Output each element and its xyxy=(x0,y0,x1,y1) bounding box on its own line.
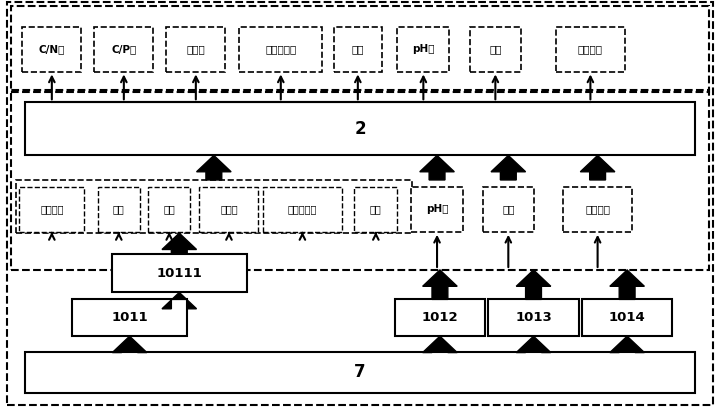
FancyArrow shape xyxy=(162,233,197,254)
Text: 2: 2 xyxy=(354,120,366,138)
Bar xyxy=(72,299,187,336)
FancyArrow shape xyxy=(423,336,457,353)
Text: pH値: pH値 xyxy=(412,44,435,54)
Text: C/N比: C/N比 xyxy=(39,44,65,54)
Text: 温度: 温度 xyxy=(489,44,502,54)
FancyArrow shape xyxy=(162,292,197,309)
Bar xyxy=(263,187,342,232)
Text: 总有机碳: 总有机碳 xyxy=(40,204,63,214)
Bar xyxy=(483,187,534,232)
FancyArrow shape xyxy=(197,155,231,180)
FancyArrow shape xyxy=(610,336,644,353)
Text: 温度: 温度 xyxy=(502,204,515,214)
Text: 1014: 1014 xyxy=(608,311,646,324)
FancyArrow shape xyxy=(516,336,551,353)
Bar xyxy=(25,102,695,155)
Bar xyxy=(556,27,624,72)
FancyArrow shape xyxy=(423,270,457,299)
Bar xyxy=(488,299,579,336)
Bar xyxy=(199,187,258,232)
Bar xyxy=(11,90,709,270)
Text: 7: 7 xyxy=(354,363,366,381)
Bar xyxy=(25,352,695,393)
Text: 氧气浓度: 氧气浓度 xyxy=(578,44,603,54)
Bar xyxy=(98,187,140,232)
Bar xyxy=(397,27,449,72)
Text: 重金属浓度: 重金属浓度 xyxy=(265,44,297,54)
Text: pH値: pH値 xyxy=(426,204,449,214)
FancyArrow shape xyxy=(420,155,454,180)
Text: 含水率: 含水率 xyxy=(220,204,238,214)
Bar xyxy=(334,27,382,72)
Bar xyxy=(16,180,412,233)
Bar xyxy=(112,254,247,292)
Bar xyxy=(470,27,521,72)
Text: 总氮: 总氮 xyxy=(113,204,125,214)
Bar xyxy=(22,27,81,72)
Text: 1013: 1013 xyxy=(515,311,552,324)
FancyArrow shape xyxy=(516,270,551,299)
Text: 1012: 1012 xyxy=(422,311,458,324)
Bar xyxy=(395,299,485,336)
Text: 盐分: 盐分 xyxy=(351,44,364,54)
Text: 氧气浓度: 氧气浓度 xyxy=(585,204,610,214)
Text: 重金属浓度: 重金属浓度 xyxy=(288,204,317,214)
Text: 含水率: 含水率 xyxy=(186,44,205,54)
Text: 总磷: 总磷 xyxy=(163,204,175,214)
FancyArrow shape xyxy=(610,270,644,299)
Text: C/P比: C/P比 xyxy=(111,44,137,54)
Text: 10111: 10111 xyxy=(156,267,202,279)
Bar xyxy=(239,27,323,72)
Bar xyxy=(582,299,672,336)
Text: 盐分: 盐分 xyxy=(370,204,382,214)
Text: 1011: 1011 xyxy=(112,311,148,324)
Bar xyxy=(354,187,397,232)
Bar xyxy=(19,187,84,232)
Bar xyxy=(411,187,463,232)
FancyArrow shape xyxy=(580,155,615,180)
Bar xyxy=(563,187,632,232)
Bar xyxy=(11,6,709,92)
FancyArrow shape xyxy=(491,155,526,180)
FancyArrow shape xyxy=(112,336,147,353)
Bar xyxy=(166,27,225,72)
Bar xyxy=(148,187,190,232)
Bar xyxy=(94,27,153,72)
